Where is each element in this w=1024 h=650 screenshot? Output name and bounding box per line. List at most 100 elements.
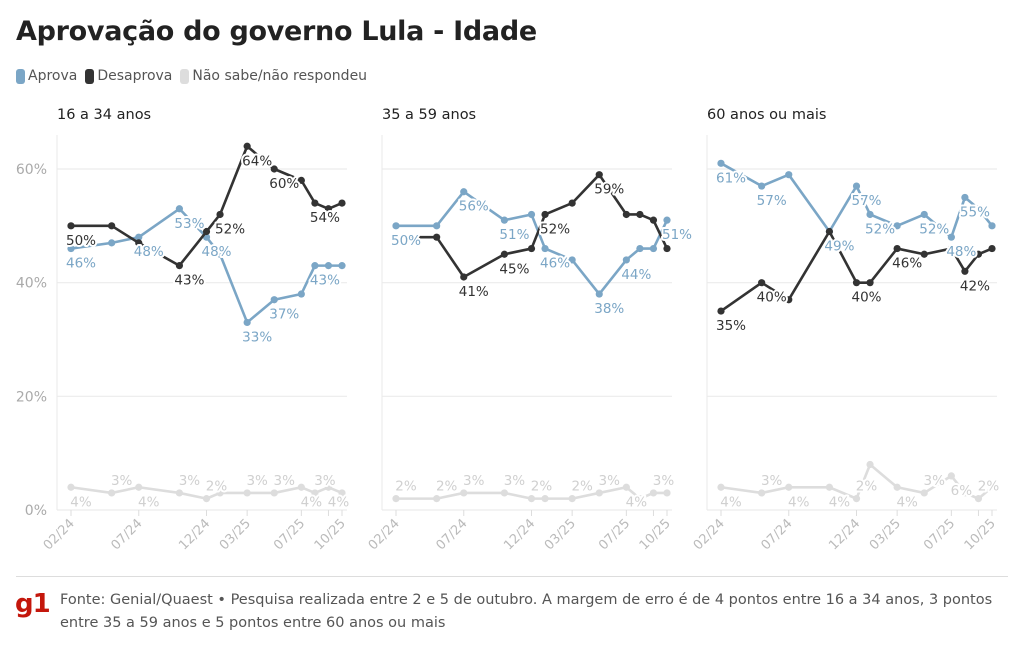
x-tick-label: 07/25 [271, 516, 308, 553]
data-point [961, 193, 969, 202]
data-label: 49% [824, 239, 854, 255]
data-point [297, 290, 305, 298]
data-label: 37% [269, 307, 299, 323]
data-point [324, 483, 333, 491]
data-point [974, 250, 983, 258]
data-label: 41% [459, 284, 489, 300]
legend: Aprova Desaprova Não sabe/não respondeu [16, 68, 367, 84]
series-line-desaprova [720, 230, 993, 313]
data-point [135, 233, 143, 241]
data-label: 2% [206, 479, 228, 495]
data-label: 2% [531, 479, 553, 495]
data-point [433, 222, 441, 230]
y-tick-label: 0% [25, 503, 47, 519]
data-label: 35% [716, 318, 746, 334]
data-label: 3% [761, 473, 783, 489]
data-label: 52% [215, 221, 245, 237]
x-tick-label: 12/24 [176, 516, 213, 553]
data-point [785, 483, 793, 491]
data-point [988, 483, 996, 491]
data-label: 2% [436, 479, 458, 495]
data-point [961, 489, 969, 497]
footer-divider [16, 576, 1008, 577]
x-tick-label: 03/25 [217, 516, 254, 553]
data-point [825, 483, 834, 491]
data-point [825, 227, 834, 236]
data-point [500, 250, 508, 258]
data-point [974, 205, 983, 213]
data-point [108, 239, 116, 247]
x-tick-label: 02/24 [691, 516, 728, 553]
data-label: 3% [314, 473, 336, 489]
data-point [758, 182, 766, 190]
data-point [852, 495, 861, 503]
data-label: 4% [720, 494, 742, 510]
data-label: 6% [951, 483, 973, 499]
data-point [961, 267, 969, 275]
data-point [338, 199, 346, 207]
data-point [717, 483, 725, 491]
data-label: 48% [201, 244, 231, 260]
data-label: 38% [594, 301, 624, 317]
data-point [920, 250, 928, 258]
data-label: 56% [459, 199, 489, 215]
data-point [175, 262, 183, 270]
data-point [500, 216, 508, 224]
data-label: 43% [310, 273, 340, 289]
chart-title: Aprovação do governo Lula - Idade [16, 16, 537, 47]
data-point [649, 489, 658, 497]
y-tick-label: 40% [16, 276, 47, 292]
data-point [541, 244, 549, 253]
data-point [758, 489, 766, 497]
data-label: 3% [111, 473, 133, 489]
panel-title: 16 a 34 anos [57, 107, 151, 123]
data-point [527, 495, 536, 503]
data-point [460, 489, 468, 497]
data-point [622, 256, 630, 264]
data-label: 53% [174, 216, 204, 232]
data-point [202, 495, 211, 503]
data-point [893, 483, 901, 491]
data-label: 44% [621, 267, 651, 283]
data-point [636, 495, 644, 503]
data-point [311, 489, 319, 497]
legend-swatch-aprova [16, 68, 25, 84]
x-tick-label: 07/24 [758, 516, 795, 553]
x-tick-label: 10/25 [312, 516, 349, 553]
data-point [622, 483, 630, 491]
data-point [216, 250, 224, 258]
data-point [392, 222, 400, 230]
data-label: 48% [946, 244, 976, 260]
data-point [202, 227, 211, 236]
data-label: 50% [66, 233, 96, 249]
data-point [541, 210, 549, 219]
data-point [460, 188, 468, 196]
data-point [663, 216, 671, 224]
data-point [460, 273, 468, 281]
x-tick-label: 02/24 [366, 516, 403, 553]
data-point [67, 222, 75, 230]
data-label: 61% [716, 170, 746, 186]
data-label: 57% [757, 193, 787, 209]
y-tick-label: 60% [16, 162, 47, 178]
data-label: 2% [856, 479, 878, 495]
data-label: 2% [395, 479, 417, 495]
data-point [595, 290, 603, 298]
panel-title: 60 anos ou mais [707, 107, 826, 123]
data-point [866, 279, 874, 287]
data-point [175, 489, 183, 497]
data-point [243, 318, 251, 327]
x-tick-label: 10/25 [637, 516, 674, 553]
data-point [216, 489, 224, 497]
x-tick-label: 12/24 [826, 516, 863, 553]
data-point [852, 279, 861, 287]
data-label: 4% [301, 494, 323, 510]
data-point [270, 489, 278, 497]
data-point [636, 210, 644, 219]
data-point [785, 296, 793, 304]
x-tick-label: 03/25 [867, 516, 904, 553]
data-label: 4% [70, 494, 92, 510]
data-label: 3% [924, 473, 946, 489]
data-label: 54% [310, 210, 340, 226]
